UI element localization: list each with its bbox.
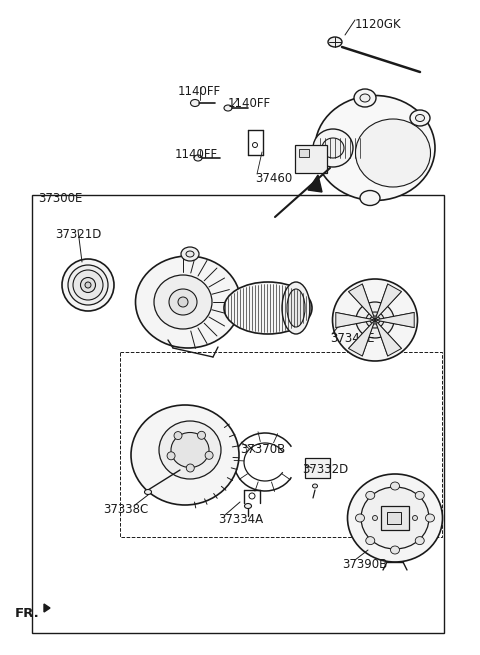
- Ellipse shape: [412, 515, 418, 521]
- Text: 37334A: 37334A: [218, 513, 263, 526]
- Ellipse shape: [361, 487, 429, 549]
- Text: 1140FF: 1140FF: [178, 85, 221, 98]
- Ellipse shape: [174, 432, 182, 440]
- Ellipse shape: [312, 484, 317, 488]
- Ellipse shape: [144, 489, 152, 495]
- Bar: [381, 506, 409, 530]
- Ellipse shape: [425, 514, 434, 522]
- Polygon shape: [348, 284, 375, 320]
- Ellipse shape: [224, 105, 232, 111]
- Ellipse shape: [356, 514, 364, 522]
- Polygon shape: [308, 175, 322, 192]
- Bar: [32, 195, 444, 633]
- Polygon shape: [336, 312, 375, 328]
- Text: 1120GK: 1120GK: [355, 18, 402, 31]
- Polygon shape: [375, 284, 401, 320]
- Ellipse shape: [194, 155, 202, 161]
- Ellipse shape: [186, 251, 194, 257]
- Ellipse shape: [313, 129, 353, 167]
- Text: 37321D: 37321D: [55, 228, 101, 241]
- Ellipse shape: [198, 431, 205, 440]
- Ellipse shape: [224, 282, 312, 334]
- Ellipse shape: [366, 536, 375, 544]
- Ellipse shape: [169, 289, 197, 315]
- Ellipse shape: [360, 191, 380, 206]
- Ellipse shape: [81, 278, 96, 293]
- Ellipse shape: [348, 474, 443, 562]
- Ellipse shape: [191, 100, 200, 107]
- Text: 37332D: 37332D: [302, 463, 348, 476]
- Ellipse shape: [370, 316, 380, 324]
- Polygon shape: [375, 312, 414, 328]
- Ellipse shape: [354, 89, 376, 107]
- Text: 37300E: 37300E: [38, 192, 83, 205]
- Ellipse shape: [356, 302, 394, 338]
- Polygon shape: [375, 320, 401, 356]
- Text: FR.: FR.: [15, 607, 40, 620]
- Ellipse shape: [322, 138, 344, 158]
- Bar: [305, 458, 330, 478]
- Ellipse shape: [360, 94, 370, 102]
- Ellipse shape: [366, 491, 375, 499]
- Ellipse shape: [356, 119, 431, 187]
- Ellipse shape: [85, 282, 91, 288]
- Ellipse shape: [391, 546, 399, 554]
- Text: 37338C: 37338C: [103, 503, 148, 516]
- Bar: [295, 145, 327, 173]
- Text: 37370B: 37370B: [240, 443, 285, 456]
- Ellipse shape: [167, 452, 175, 460]
- Ellipse shape: [68, 265, 108, 305]
- Ellipse shape: [366, 312, 384, 328]
- Ellipse shape: [205, 451, 213, 459]
- Ellipse shape: [62, 259, 114, 311]
- Ellipse shape: [171, 432, 209, 468]
- Ellipse shape: [178, 297, 188, 307]
- Ellipse shape: [415, 536, 424, 544]
- Ellipse shape: [131, 405, 239, 505]
- Ellipse shape: [135, 256, 240, 348]
- Ellipse shape: [416, 115, 424, 121]
- Text: 1140FF: 1140FF: [228, 97, 271, 110]
- Bar: [387, 512, 401, 524]
- Ellipse shape: [415, 491, 424, 499]
- Ellipse shape: [181, 247, 199, 261]
- Ellipse shape: [328, 37, 342, 47]
- Bar: [299, 149, 309, 157]
- Ellipse shape: [154, 275, 212, 329]
- Text: 37390B: 37390B: [342, 558, 387, 571]
- Text: 37460: 37460: [255, 172, 292, 185]
- Text: 1140FF: 1140FF: [175, 148, 218, 161]
- Polygon shape: [348, 320, 375, 356]
- Ellipse shape: [73, 270, 103, 300]
- Ellipse shape: [282, 282, 310, 334]
- Ellipse shape: [287, 289, 305, 327]
- Polygon shape: [44, 604, 50, 612]
- Ellipse shape: [244, 504, 252, 508]
- Text: 37340E: 37340E: [330, 332, 374, 345]
- Ellipse shape: [315, 96, 435, 200]
- Ellipse shape: [186, 464, 194, 472]
- Bar: [120, 352, 442, 537]
- Ellipse shape: [391, 482, 399, 490]
- Ellipse shape: [159, 421, 221, 479]
- Ellipse shape: [410, 110, 430, 126]
- Ellipse shape: [333, 279, 418, 361]
- Ellipse shape: [372, 515, 377, 521]
